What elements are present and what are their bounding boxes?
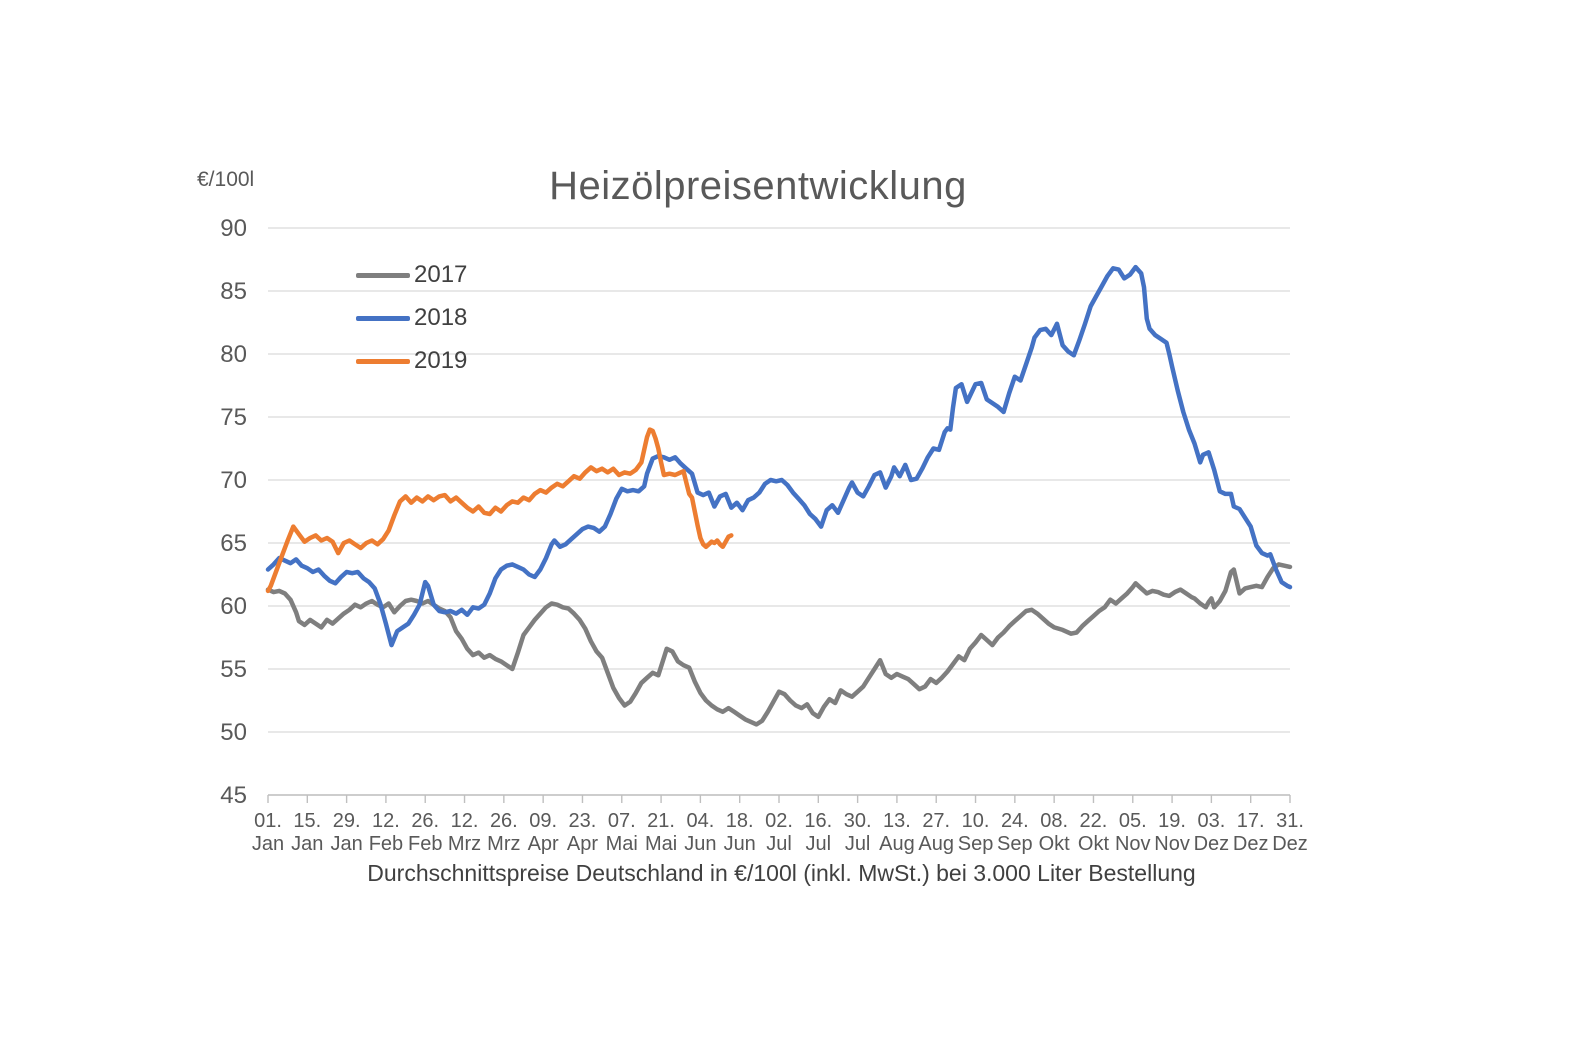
legend-item-2019: 2019	[356, 346, 467, 376]
x-tick-label-month: Jun	[684, 833, 716, 855]
legend-swatch-2018	[356, 315, 410, 321]
legend-swatch-2019	[356, 358, 410, 364]
x-tick-label-month: Dez	[1194, 833, 1230, 855]
legend-swatch-2017	[356, 272, 410, 278]
x-tick-label-day: 05.	[1119, 810, 1147, 832]
legend-label: 2018	[414, 304, 468, 331]
x-tick-label-month: Mrz	[448, 833, 481, 855]
x-tick-label-month: Okt	[1078, 833, 1110, 855]
y-tick-label-50: 50	[220, 719, 247, 746]
x-tick-label-day: 29.	[333, 810, 361, 832]
x-tick-label-month: Feb	[408, 833, 442, 855]
x-tick-label-month: Jan	[252, 833, 284, 855]
y-tick-label-65: 65	[220, 530, 247, 557]
x-tick-label-month: Jan	[330, 833, 362, 855]
x-tick-label-day: 22.	[1080, 810, 1108, 832]
x-tick-label-day: 15.	[293, 810, 321, 832]
x-tick-label-month: Sep	[997, 833, 1033, 855]
x-tick-label-day: 03.	[1197, 810, 1225, 832]
x-tick-label-month: Aug	[879, 833, 915, 855]
x-tick-label-day: 10.	[962, 810, 990, 832]
x-tick-label-day: 26.	[411, 810, 439, 832]
x-tick-label-day: 12.	[451, 810, 479, 832]
x-tick-label-month: Jun	[724, 833, 756, 855]
x-tick-label-day: 21.	[647, 810, 675, 832]
x-tick-label-month: Aug	[918, 833, 954, 855]
x-tick-label-day: 19.	[1158, 810, 1186, 832]
series-line-2018	[265, 264, 1293, 648]
x-tick-label-day: 04.	[686, 810, 714, 832]
series-line-2019	[265, 427, 734, 594]
chart-title: Heizölpreisentwicklung	[549, 164, 967, 208]
x-tick-label-month: Nov	[1154, 833, 1190, 855]
y-axis-unit-label: €/100l	[197, 168, 255, 191]
legend-label: 2017	[414, 261, 468, 288]
y-tick-label-80: 80	[220, 341, 247, 368]
x-tick-label-day: 24.	[1001, 810, 1029, 832]
x-tick-label-day: 17.	[1237, 810, 1265, 832]
x-tick-label-day: 07.	[608, 810, 636, 832]
x-tick-label-month: Dez	[1233, 833, 1269, 855]
legend-label: 2019	[414, 347, 468, 374]
x-tick-label-month: Mai	[645, 833, 677, 855]
x-tick-label-month: Sep	[958, 833, 994, 855]
x-tick-label-day: 30.	[844, 810, 872, 832]
x-tick-label-month: Apr	[567, 833, 598, 855]
y-tick-label-85: 85	[220, 278, 247, 305]
chart-caption: Durchschnittspreise Deutschland in €/100…	[367, 860, 1196, 886]
x-tick-label-month: Nov	[1115, 833, 1151, 855]
x-tick-label-day: 27.	[922, 810, 950, 832]
x-tick-label-month: Feb	[369, 833, 403, 855]
series-line-2017	[265, 562, 1293, 727]
x-tick-label-day: 02.	[765, 810, 793, 832]
x-tick-label-day: 18.	[726, 810, 754, 832]
x-tick-label-day: 31.	[1276, 810, 1304, 832]
x-tick-label-month: Jul	[845, 833, 871, 855]
legend-item-2017: 2017	[356, 260, 467, 290]
x-tick-label-day: 16.	[804, 810, 832, 832]
y-tick-label-75: 75	[220, 404, 247, 431]
x-tick-label-month: Mai	[606, 833, 638, 855]
y-tick-label-45: 45	[220, 782, 247, 809]
x-tick-label-day: 09.	[529, 810, 557, 832]
x-tick-label-month: Okt	[1039, 833, 1071, 855]
x-tick-label-month: Mrz	[487, 833, 520, 855]
x-tick-label-month: Jul	[806, 833, 832, 855]
y-tick-label-55: 55	[220, 656, 247, 683]
x-tick-label-day: 08.	[1040, 810, 1068, 832]
y-tick-label-60: 60	[220, 593, 247, 620]
x-tick-label-month: Jul	[766, 833, 792, 855]
y-tick-label-90: 90	[220, 215, 247, 242]
x-tick-label-day: 12.	[372, 810, 400, 832]
x-tick-label-day: 26.	[490, 810, 518, 832]
x-tick-label-day: 13.	[883, 810, 911, 832]
legend: 2017 2018 2019	[356, 260, 467, 376]
legend-item-2018: 2018	[356, 303, 467, 333]
y-tick-label-70: 70	[220, 467, 247, 494]
x-tick-label-month: Jan	[291, 833, 323, 855]
x-tick-label-month: Apr	[528, 833, 559, 855]
x-tick-label-month: Dez	[1272, 833, 1308, 855]
x-tick-label-day: 01.	[254, 810, 282, 832]
x-tick-label-day: 23.	[569, 810, 597, 832]
